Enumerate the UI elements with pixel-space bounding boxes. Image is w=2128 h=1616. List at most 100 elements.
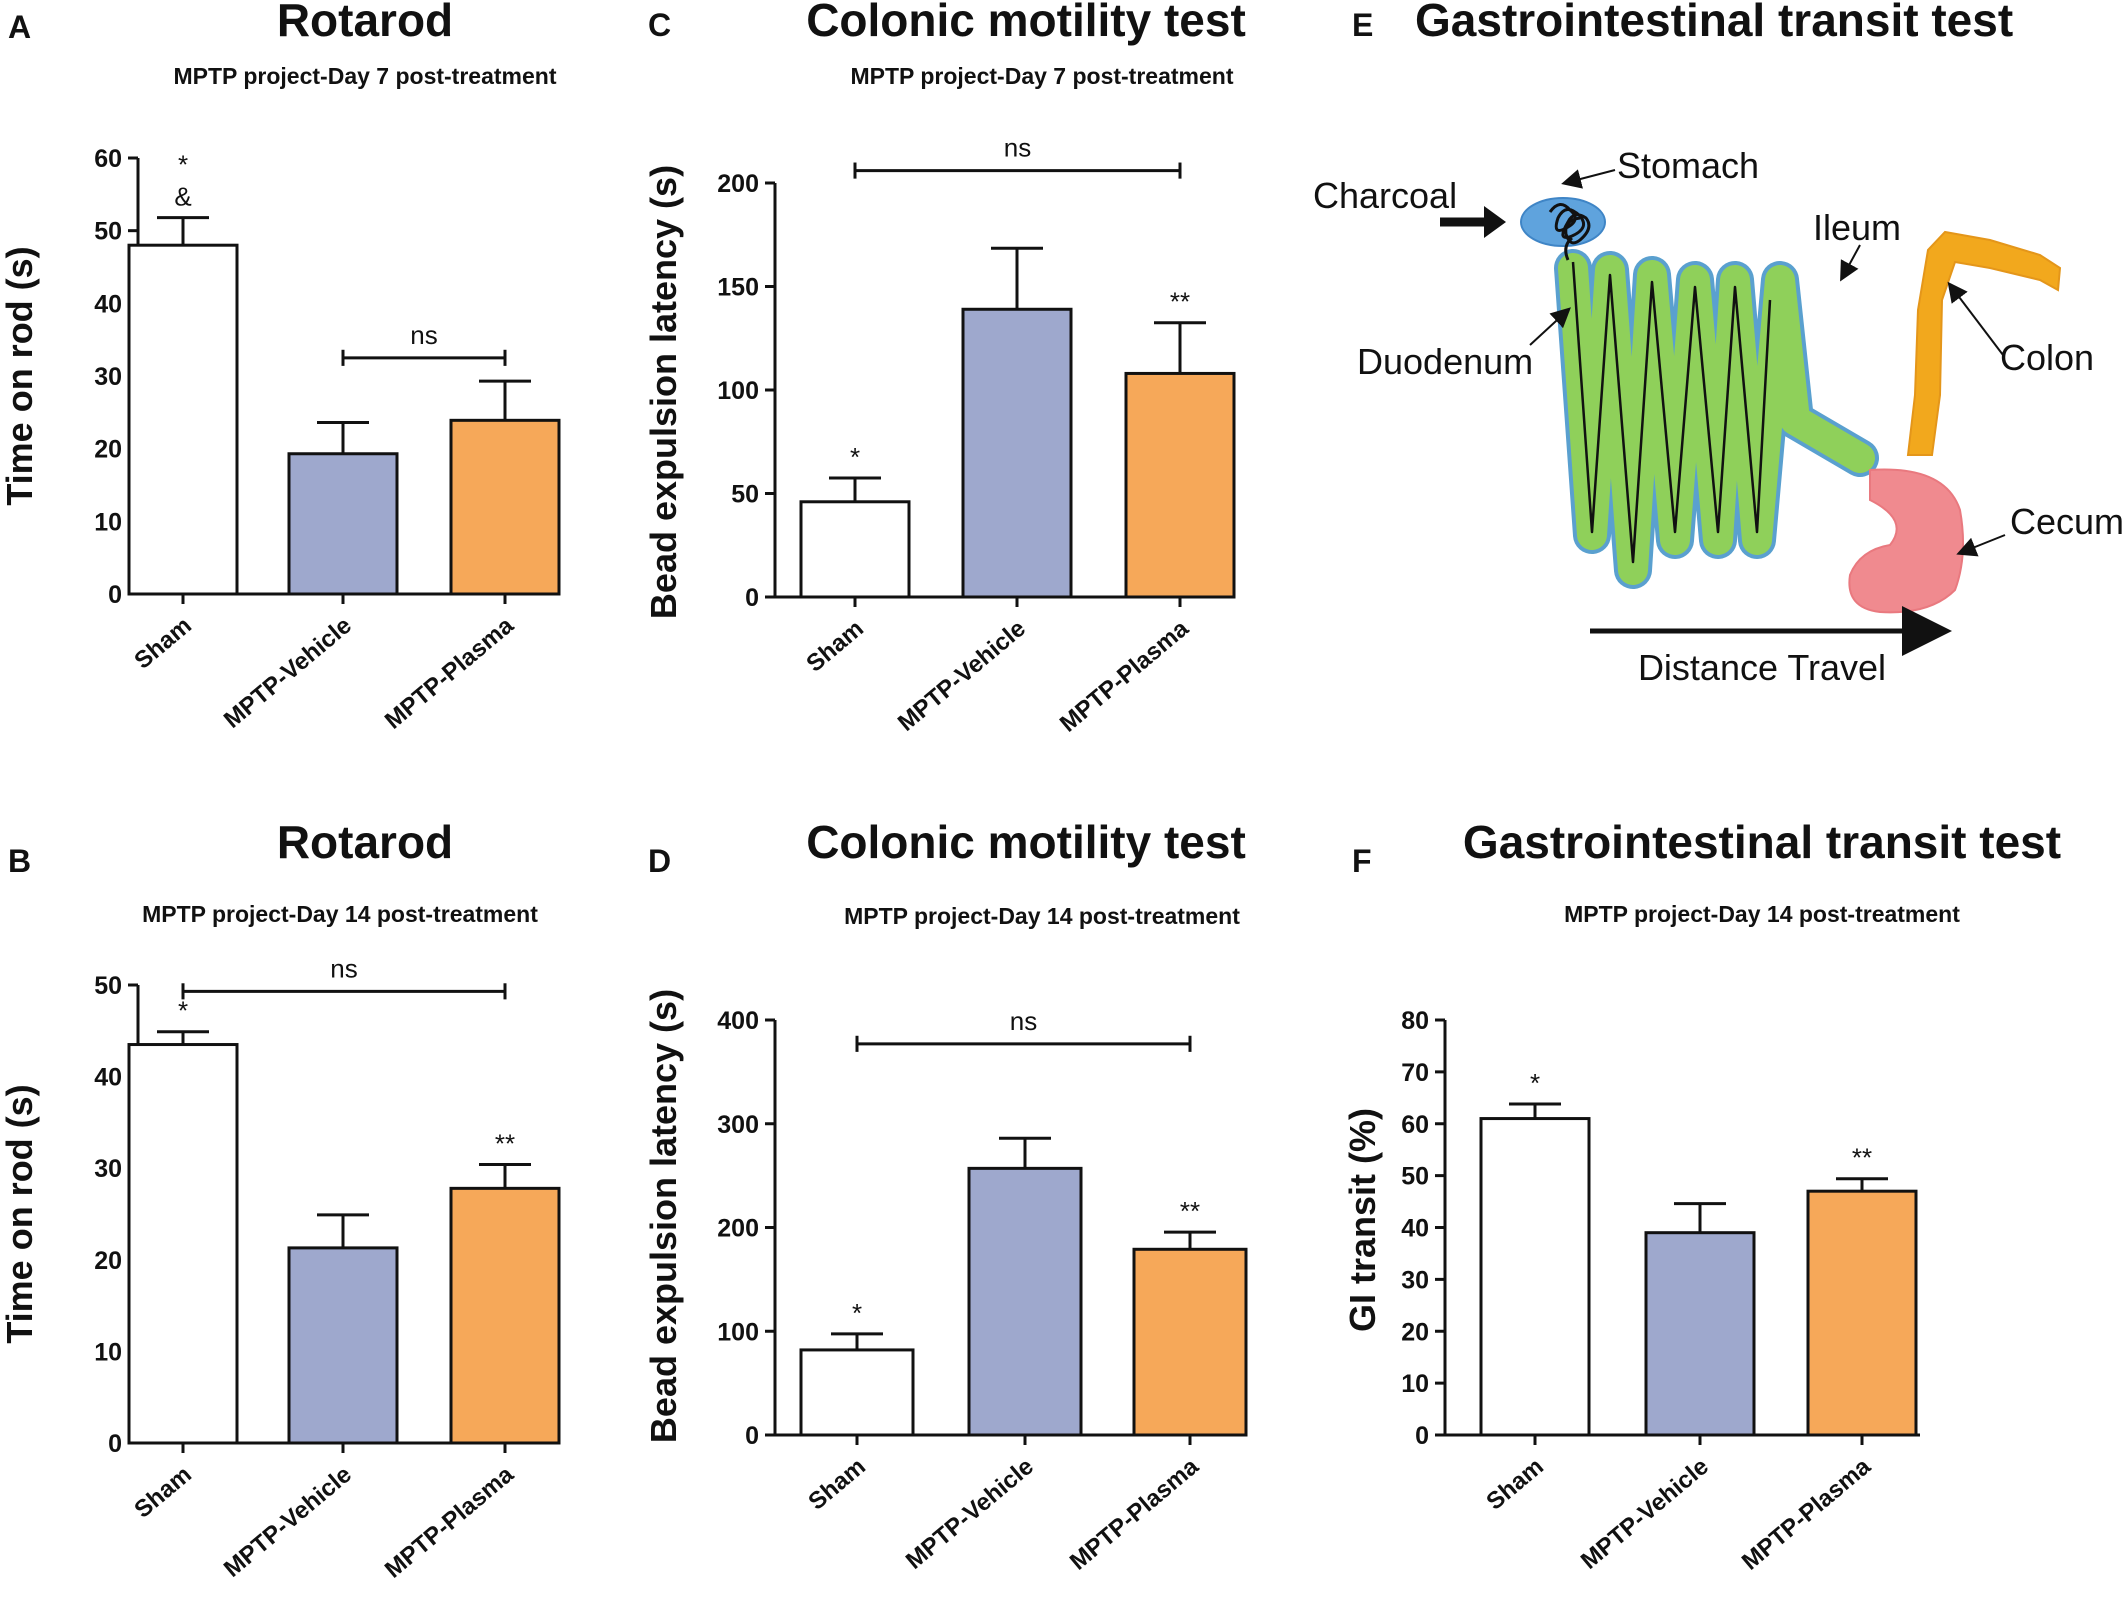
chart-title-a: Rotarod xyxy=(277,0,453,46)
chart-title-f: Gastrointestinal transit test xyxy=(1463,816,2061,868)
ns-label: ns xyxy=(1010,1006,1037,1036)
panel-letter-e: E xyxy=(1352,7,1373,43)
panel-b-chart: B Rotarod MPTP project-Day 14 post-treatme… xyxy=(0,816,561,1584)
x-tick-label-c: Sham xyxy=(801,615,868,678)
arrow-cecum xyxy=(1956,534,2006,557)
x-tick-label-f: MPTP-Plasma xyxy=(1737,1452,1876,1575)
bar-c-mptp-plasma xyxy=(1124,371,1236,599)
y-tick-label-a: 60 xyxy=(94,145,122,173)
y-tick-label-f: 70 xyxy=(1401,1059,1429,1087)
panel-letter-d: D xyxy=(648,843,671,879)
y-tick-label-b: 30 xyxy=(94,1155,122,1183)
x-tick-label-d: Sham xyxy=(803,1453,870,1516)
arrow-stomach xyxy=(1561,169,1616,189)
bar-d-sham xyxy=(799,1348,915,1437)
y-tick-label-f: 10 xyxy=(1401,1370,1429,1398)
bar-c-mptp-vehicle xyxy=(961,307,1073,599)
y-tick-label-c: 150 xyxy=(717,274,759,302)
x-tick-label-c: MPTP-Vehicle xyxy=(893,615,1031,737)
arrow-colon xyxy=(1947,281,2004,356)
y-tick-label-a: 10 xyxy=(94,508,122,536)
arrow-duodenum xyxy=(1529,307,1571,346)
significance-marker: ** xyxy=(1180,1196,1200,1226)
panel-letter-f: F xyxy=(1352,843,1372,879)
bar-c-sham xyxy=(799,500,911,599)
chart-subtitle-d: MPTP project-Day 14 post-treatment xyxy=(844,903,1240,929)
y-tick-label-f: 60 xyxy=(1401,1111,1429,1139)
y-tick-label-f: 20 xyxy=(1401,1318,1429,1346)
y-tick-label-b: 50 xyxy=(94,972,122,1000)
bar-b-mptp-vehicle xyxy=(287,1246,399,1445)
bar-d-mptp-vehicle xyxy=(967,1166,1083,1437)
bar-f-mptp-vehicle xyxy=(1644,1231,1756,1437)
ns-bracket-ends xyxy=(181,983,507,1000)
y-tick-label-f: 0 xyxy=(1415,1422,1429,1450)
significance-marker: * xyxy=(178,150,188,180)
y-tick-label-a: 20 xyxy=(94,436,122,464)
y-tick-label-a: 0 xyxy=(108,581,122,609)
y-tick-label-a: 30 xyxy=(94,363,122,391)
label-colon: Colon xyxy=(2000,337,2094,378)
y-tick-label-f: 40 xyxy=(1401,1215,1429,1243)
label-ileum: Ileum xyxy=(1813,207,1901,248)
chart-subtitle-c: MPTP project-Day 7 post-treatment xyxy=(851,63,1234,89)
label-cecum: Cecum xyxy=(2010,501,2124,542)
bar-a-mptp-vehicle xyxy=(287,452,399,596)
y-tick-label-f: 30 xyxy=(1401,1266,1429,1294)
y-tick-label-b: 10 xyxy=(94,1338,122,1366)
x-tick-label-a: MPTP-Vehicle xyxy=(219,612,357,734)
y-tick-label-d: 0 xyxy=(745,1422,759,1450)
x-tick-label-f: MPTP-Vehicle xyxy=(1576,1453,1714,1575)
charcoal-trace xyxy=(1571,261,1772,564)
significance-marker: * xyxy=(1530,1068,1540,1098)
label-distance-travel: Distance Travel xyxy=(1638,647,1886,688)
significance-marker: * xyxy=(852,1298,862,1328)
y-tick-label-c: 50 xyxy=(731,481,759,509)
ns-bracket-ends xyxy=(853,162,1182,179)
y-tick-label-b: 40 xyxy=(94,1064,122,1092)
ns-label: ns xyxy=(410,320,437,350)
ns-label: ns xyxy=(1004,133,1031,163)
y-tick-label-c: 200 xyxy=(717,170,759,198)
y-tick-label-d: 100 xyxy=(717,1318,759,1346)
y-tick-label-a: 40 xyxy=(94,290,122,318)
x-tick-label-b: MPTP-Plasma xyxy=(380,1460,519,1583)
bar-b-mptp-plasma xyxy=(449,1186,561,1445)
y-axis-label-b: Time on rod (s) xyxy=(0,1084,40,1343)
cecum-shape xyxy=(1848,468,1965,614)
ns-bracket xyxy=(341,349,507,360)
label-charcoal: Charcoal xyxy=(1313,175,1457,216)
y-tick-label-b: 20 xyxy=(94,1247,122,1275)
significance-marker: ** xyxy=(495,1129,515,1159)
ns-label: ns xyxy=(330,953,357,983)
y-axis-label-a: Time on rod (s) xyxy=(0,246,40,505)
label-duodenum: Duodenum xyxy=(1357,341,1533,382)
ns-bracket-ends xyxy=(341,349,507,366)
x-tick-label-a: Sham xyxy=(129,612,196,675)
x-tick-label-b: Sham xyxy=(129,1461,196,1524)
x-tick-label-a: MPTP-Plasma xyxy=(380,611,519,734)
panel-letter-b: B xyxy=(8,843,31,879)
panel-c-chart: C Colonic motility test MPTP project-Day 7… xyxy=(643,0,1246,738)
y-tick-label-c: 0 xyxy=(745,584,759,612)
bar-a-mptp-plasma xyxy=(449,418,561,596)
y-tick-label-d: 400 xyxy=(717,1007,759,1035)
arrow-charcoal-head xyxy=(1484,206,1506,238)
label-stomach: Stomach xyxy=(1617,145,1759,186)
chart-title-d: Colonic motility test xyxy=(806,816,1246,868)
chart-subtitle-f: MPTP project-Day 14 post-treatment xyxy=(1564,901,1960,927)
panel-a-chart: A Rotarod MPTP project-Day 7 post-treatmen… xyxy=(0,0,561,735)
y-axis-label-c: Bead expulsion latency (s) xyxy=(643,165,684,619)
panel-e-diagram: E Gastrointestinal transit test Charcoal… xyxy=(1313,0,2124,688)
significance-marker: & xyxy=(174,182,191,212)
ns-bracket xyxy=(855,1035,1192,1046)
significance-marker: ** xyxy=(1852,1143,1872,1173)
panel-letter-a: A xyxy=(8,9,31,45)
bar-d-mptp-plasma xyxy=(1132,1247,1248,1437)
chart-subtitle-a: MPTP project-Day 7 post-treatment xyxy=(174,63,557,89)
x-tick-label-d: MPTP-Plasma xyxy=(1065,1452,1204,1575)
ns-bracket-ends xyxy=(855,1035,1192,1052)
ns-bracket xyxy=(181,983,507,993)
y-tick-label-d: 300 xyxy=(717,1111,759,1139)
